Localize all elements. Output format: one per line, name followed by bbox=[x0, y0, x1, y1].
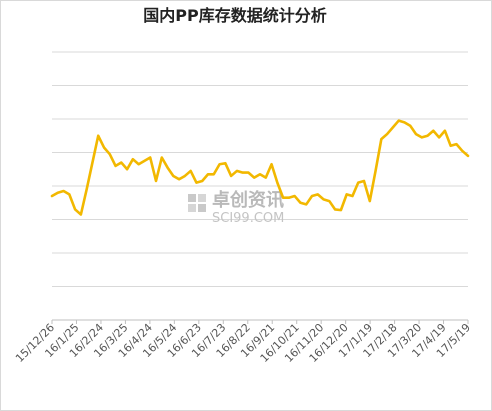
chart-title: 国内PP库存数据统计分析 bbox=[143, 6, 327, 25]
x-axis: 15/12/2616/1/2516/2/2416/3/2516/4/2416/5… bbox=[13, 320, 473, 365]
watermark: 卓创资讯 SCI99.COM bbox=[188, 189, 284, 226]
watermark-sub: SCI99.COM bbox=[212, 211, 284, 226]
series-line bbox=[50, 119, 470, 216]
series-layer bbox=[50, 119, 470, 216]
watermark-logo bbox=[188, 194, 206, 212]
watermark-text: 卓创资讯 bbox=[212, 189, 284, 211]
grid-lines bbox=[52, 51, 468, 321]
